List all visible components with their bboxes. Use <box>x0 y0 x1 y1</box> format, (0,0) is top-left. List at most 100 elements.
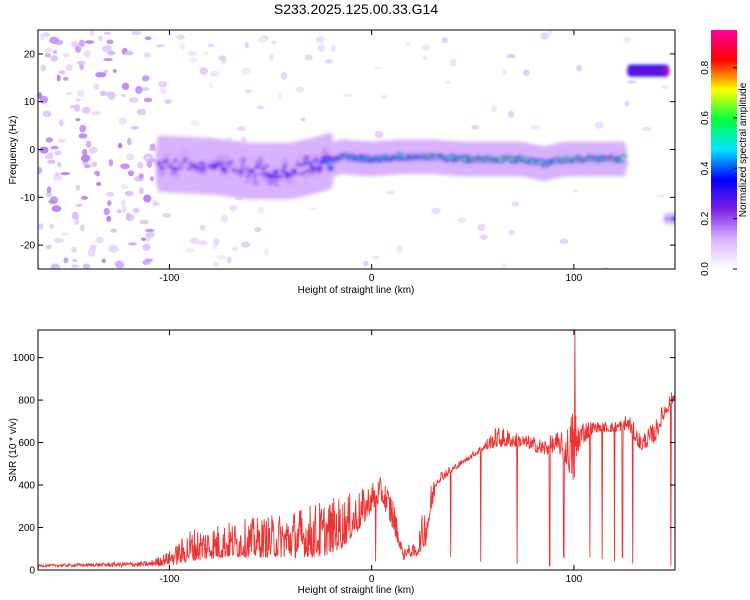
noise-blob <box>304 54 313 61</box>
noise-blob <box>218 55 227 61</box>
noise-blob <box>507 110 515 118</box>
snr-xtick-label: -100 <box>159 574 179 585</box>
noise-blob <box>61 232 69 236</box>
noise-blob <box>209 70 220 77</box>
noise-blob <box>263 248 270 257</box>
noise-blob <box>431 207 441 214</box>
snr-xtick-label: 100 <box>566 574 583 585</box>
colorbar-tick-label: 0.2 <box>700 211 711 225</box>
colorbar-ramp <box>711 30 737 269</box>
snr-ytick-label: 0 <box>29 566 35 577</box>
snr-xtick-label: 0 <box>369 574 375 585</box>
noise-blob <box>87 248 96 257</box>
noise-blob <box>237 126 246 132</box>
noise-blob <box>180 42 185 51</box>
spectrogram-xtick-label: -100 <box>159 273 179 284</box>
noise-blob <box>142 243 151 251</box>
noise-blob <box>324 59 333 64</box>
noise-blob <box>75 203 84 207</box>
frequency-ridge <box>155 131 628 200</box>
noise-blob <box>477 223 486 232</box>
noise-blob <box>115 263 125 269</box>
noise-blob <box>82 263 91 269</box>
noise-blob <box>45 137 54 143</box>
noise-blob <box>330 44 336 53</box>
noise-blob <box>62 53 71 58</box>
noise-blob <box>187 50 198 57</box>
noise-blob <box>220 214 229 223</box>
noise-blob <box>95 170 101 177</box>
noise-blob <box>71 211 79 220</box>
noise-blob <box>78 133 88 139</box>
noise-blob <box>53 237 64 243</box>
noise-blob <box>103 31 111 36</box>
noise-blob <box>143 51 151 58</box>
noise-blob <box>197 240 208 246</box>
spectrogram-ytick-label: 0 <box>29 145 35 156</box>
noise-blob <box>71 264 80 268</box>
noise-blob <box>89 30 95 37</box>
noise-blob <box>76 90 85 97</box>
noise-blob <box>144 36 152 41</box>
noise-blob <box>74 218 80 226</box>
noise-blob <box>57 161 62 168</box>
noise-blob <box>83 50 91 58</box>
noise-blob <box>144 228 155 233</box>
noise-blob <box>60 172 71 176</box>
colorbar: 0.0 0.2 0.4 0.6 0.8 Normalized spectral ampl… <box>700 30 749 276</box>
noise-blob <box>256 105 265 110</box>
noise-blob <box>257 206 265 214</box>
noise-blob <box>50 55 58 62</box>
noise-blob <box>506 53 516 59</box>
noise-blob <box>441 37 448 44</box>
noise-blob <box>508 229 515 236</box>
noise-blob <box>176 34 185 40</box>
noise-blob <box>641 126 652 132</box>
noise-blob <box>70 104 75 109</box>
noise-blob <box>65 64 73 72</box>
noise-blob <box>141 237 146 241</box>
snr-ylabel: SNR (10 * v/v) <box>8 418 19 482</box>
noise-blob <box>594 121 604 129</box>
noise-blob <box>46 186 52 194</box>
noise-blob <box>47 152 54 159</box>
noise-blob <box>71 40 79 48</box>
noise-blob <box>98 35 103 42</box>
noise-blob <box>405 41 411 47</box>
noise-blob <box>449 58 457 67</box>
noise-blob <box>79 63 84 71</box>
noise-blob <box>54 150 62 156</box>
noise-blob <box>229 205 238 212</box>
noise-blob <box>99 90 107 96</box>
noise-blob <box>296 86 305 93</box>
noise-blob <box>132 207 140 214</box>
noise-blob <box>626 80 637 84</box>
secondary-segment <box>663 212 675 225</box>
spectrogram-ytick-label: -10 <box>21 193 36 204</box>
noise-blob <box>142 259 151 266</box>
noise-blob <box>139 219 149 225</box>
noise-blob <box>44 53 52 58</box>
noise-blob <box>491 105 498 113</box>
noise-blob <box>50 263 61 269</box>
noise-blob <box>160 87 167 95</box>
noise-blob <box>421 44 430 52</box>
noise-blob <box>203 51 209 56</box>
noise-blob <box>546 30 552 37</box>
noise-blob <box>208 82 214 88</box>
noise-blob <box>121 205 127 214</box>
noise-blob <box>143 97 153 103</box>
noise-blob <box>501 263 507 269</box>
snr-xlabel: Height of straight line (km) <box>298 585 415 596</box>
noise-blob <box>106 39 114 45</box>
noise-blob <box>559 238 569 245</box>
noise-blob <box>101 45 112 53</box>
noise-blob <box>107 91 116 100</box>
spectrogram-xtick-label: 100 <box>566 273 583 284</box>
noise-blob <box>140 86 150 92</box>
noise-blob <box>80 154 91 163</box>
noise-blob <box>189 119 200 126</box>
noise-blob <box>91 161 98 168</box>
